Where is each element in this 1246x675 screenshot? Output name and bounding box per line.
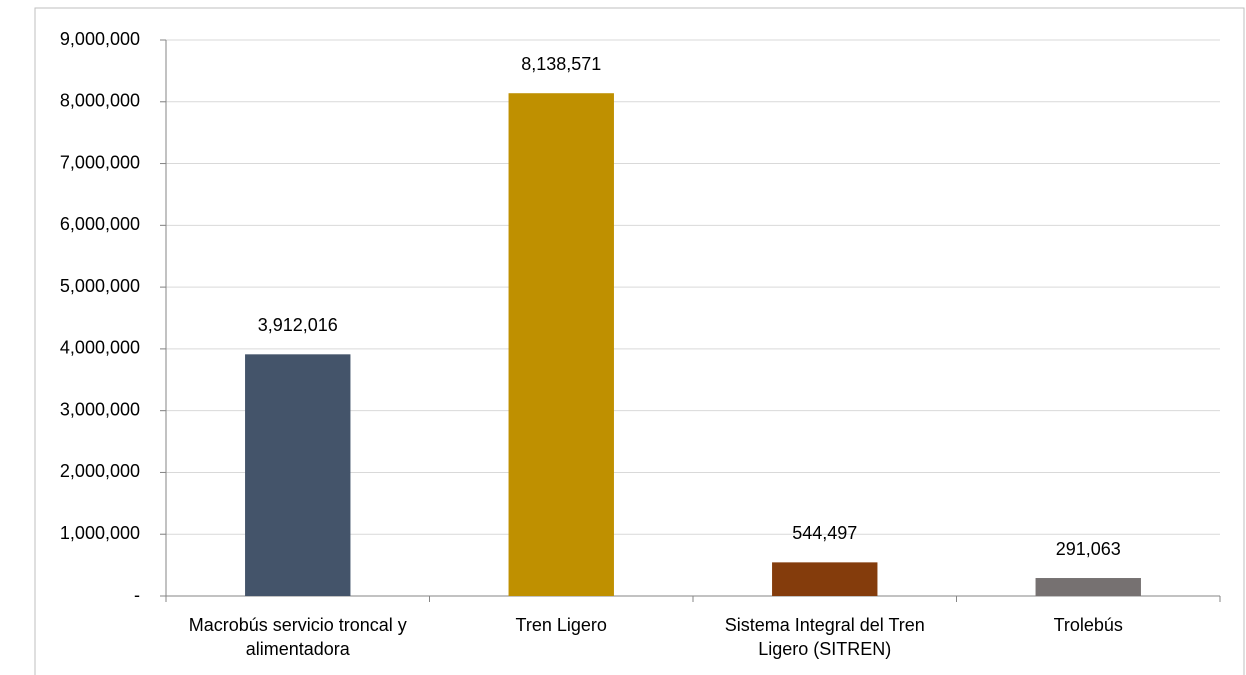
chart-frame	[34, 7, 1245, 675]
x-tick-label: Tren Ligero	[516, 615, 607, 635]
y-tick-label: 4,000,000	[60, 338, 140, 358]
x-tick-label: Trolebús	[1054, 615, 1123, 635]
data-label: 3,912,016	[258, 315, 338, 335]
bar	[1035, 578, 1141, 596]
y-tick-label: 1,000,000	[60, 523, 140, 543]
data-label: 8,138,571	[521, 54, 601, 74]
y-tick-label: 6,000,000	[60, 214, 140, 234]
y-tick-label: 7,000,000	[60, 152, 140, 172]
x-tick-label: Sistema Integral del Tren Ligero (SITREN)	[725, 615, 925, 659]
data-label: 291,063	[1056, 539, 1121, 559]
bar	[245, 354, 351, 596]
data-label: 544,497	[792, 523, 857, 543]
y-tick-label: 2,000,000	[60, 461, 140, 481]
bar	[508, 93, 614, 597]
bar	[772, 562, 878, 596]
y-tick-label: 3,000,000	[60, 399, 140, 419]
y-tick-label: 5,000,000	[60, 276, 140, 296]
y-tick-label: 8,000,000	[60, 91, 140, 111]
y-tick-label: 9,000,000	[60, 29, 140, 49]
y-tick-label: -	[134, 585, 140, 605]
x-tick-label: Macrobús servicio troncal y alimentadora	[189, 615, 407, 659]
